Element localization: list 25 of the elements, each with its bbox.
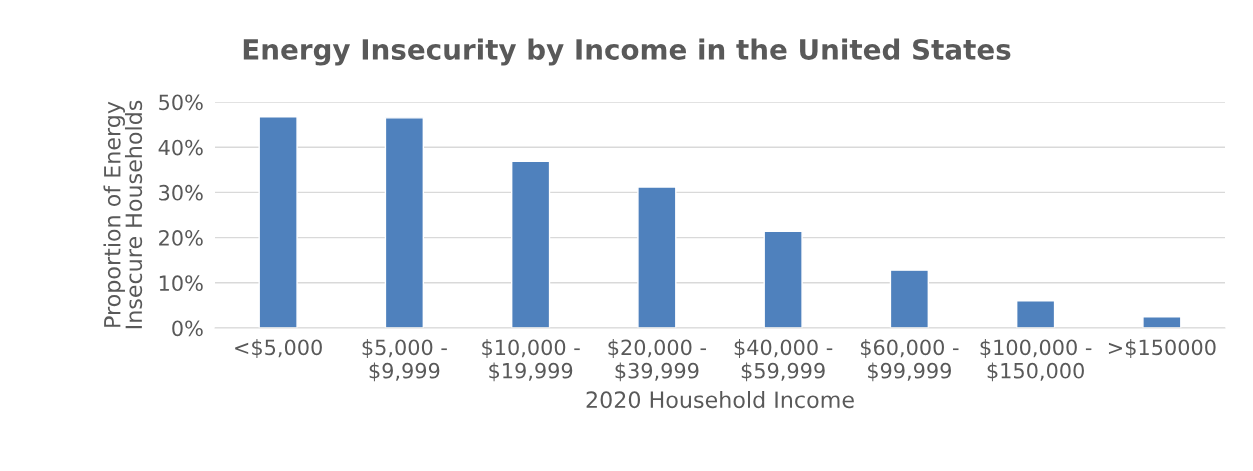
y-tick-label: 0% <box>172 320 203 337</box>
y-tick-label: 20% <box>159 230 203 246</box>
y-axis-title: Proportion of Energy Insecure Households <box>103 100 143 329</box>
bar <box>637 186 677 328</box>
bar <box>1015 300 1056 328</box>
y-tick-label: 40% <box>158 139 203 156</box>
x-tick-label: $5,000 - $9,999 <box>362 339 447 382</box>
bar <box>1142 316 1182 328</box>
x-tick-label: $100,000 - $150,000 <box>980 339 1092 382</box>
x-tick-label: $10,000 - $19,999 <box>482 339 580 382</box>
bar <box>763 230 803 328</box>
chart-title: Energy Insecurity by Income in the United States <box>243 38 1011 66</box>
bar <box>384 117 425 328</box>
x-tick-label: $20,000 - $39,999 <box>608 339 706 382</box>
bar <box>889 269 930 328</box>
y-tick-label: 10% <box>159 275 203 292</box>
x-tick-label: $40,000 - $59,999 <box>734 339 833 382</box>
x-tick-label: >$150000 <box>1108 339 1216 358</box>
bar <box>258 116 298 328</box>
bar <box>510 160 551 328</box>
x-axis-title: 2020 Household Income <box>586 390 854 409</box>
y-tick-label: 30% <box>159 184 203 201</box>
x-tick-label: $60,000 - $99,999 <box>860 339 959 382</box>
y-tick-label: 50% <box>159 94 203 111</box>
x-tick-label: <$5,000 <box>235 339 322 358</box>
